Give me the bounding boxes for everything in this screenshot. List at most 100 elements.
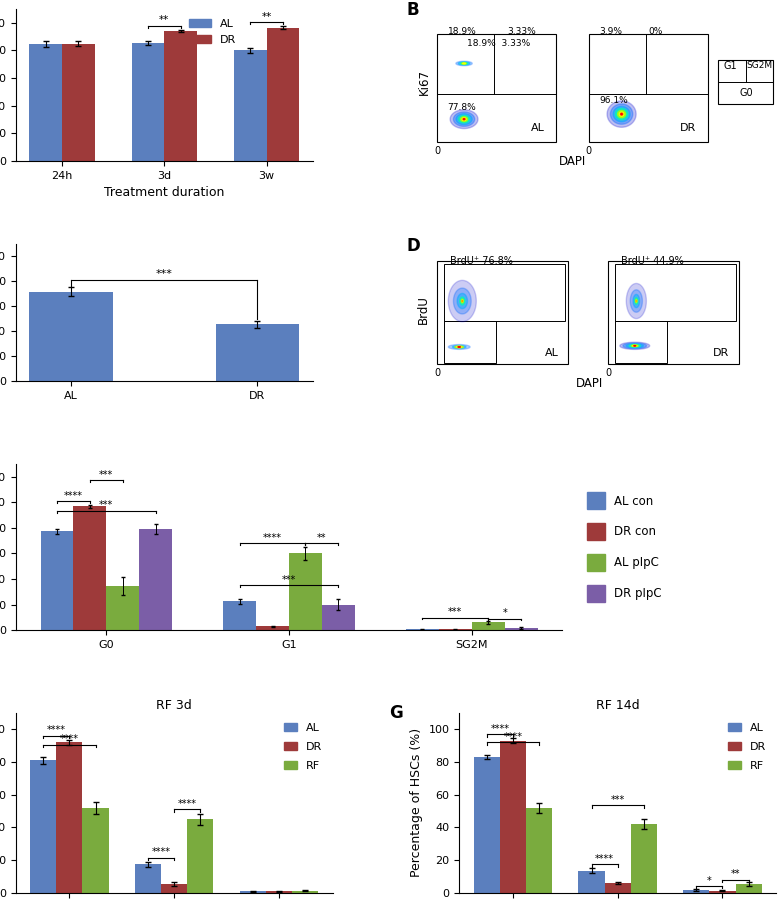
- Bar: [604, 883, 631, 893]
- Polygon shape: [463, 118, 465, 120]
- Polygon shape: [456, 61, 472, 66]
- Polygon shape: [633, 345, 637, 346]
- Polygon shape: [613, 106, 630, 122]
- FancyBboxPatch shape: [718, 60, 773, 104]
- Text: *: *: [707, 876, 712, 886]
- Polygon shape: [456, 114, 472, 124]
- Text: ****: ****: [490, 723, 510, 733]
- Bar: [161, 884, 187, 893]
- Polygon shape: [631, 345, 638, 346]
- Text: **: **: [318, 533, 327, 543]
- Bar: [710, 890, 735, 893]
- Text: AL: AL: [531, 123, 544, 133]
- Text: ****: ****: [64, 491, 83, 501]
- Polygon shape: [455, 346, 463, 348]
- Text: ***: ***: [156, 270, 172, 280]
- Bar: [74, 506, 107, 630]
- Polygon shape: [452, 345, 466, 348]
- Text: ***: ***: [611, 795, 625, 805]
- Bar: [526, 808, 552, 893]
- Text: Ki67: Ki67: [417, 69, 430, 95]
- Bar: [41, 531, 74, 630]
- Polygon shape: [630, 345, 641, 347]
- Text: ****: ****: [263, 533, 282, 543]
- Text: *: *: [503, 608, 507, 619]
- Text: B: B: [407, 2, 419, 20]
- Text: D: D: [407, 236, 421, 254]
- Polygon shape: [460, 116, 467, 122]
- Text: ****: ****: [503, 732, 522, 742]
- Bar: [266, 891, 292, 893]
- Bar: [735, 884, 762, 893]
- Y-axis label: Percentage of HSCs (%): Percentage of HSCs (%): [410, 728, 423, 878]
- Polygon shape: [611, 104, 633, 124]
- Polygon shape: [460, 62, 468, 65]
- Polygon shape: [621, 114, 622, 115]
- Legend: AL, DR, RF: AL, DR, RF: [280, 718, 327, 775]
- Bar: [579, 870, 604, 893]
- Bar: [82, 808, 109, 893]
- Text: ****: ****: [595, 854, 614, 864]
- Bar: [62, 43, 95, 161]
- Polygon shape: [459, 297, 465, 305]
- Text: **: **: [731, 870, 740, 879]
- Polygon shape: [618, 110, 626, 118]
- Polygon shape: [457, 346, 462, 347]
- Bar: [631, 824, 657, 893]
- Text: 0%: 0%: [648, 27, 662, 36]
- Title: RF 14d: RF 14d: [596, 699, 640, 712]
- Polygon shape: [450, 110, 478, 129]
- Bar: [472, 622, 505, 630]
- Polygon shape: [457, 293, 467, 308]
- FancyBboxPatch shape: [437, 34, 556, 142]
- Text: DAPI: DAPI: [576, 377, 604, 390]
- Bar: [29, 44, 62, 161]
- Text: 3.33%: 3.33%: [507, 27, 536, 36]
- Bar: [474, 757, 500, 893]
- Bar: [256, 626, 289, 630]
- Bar: [56, 742, 82, 893]
- Polygon shape: [453, 112, 474, 126]
- Polygon shape: [459, 115, 470, 123]
- Bar: [292, 890, 318, 893]
- Text: G0: G0: [739, 88, 753, 98]
- Text: ****: ****: [151, 848, 170, 858]
- Polygon shape: [615, 108, 628, 120]
- Polygon shape: [636, 299, 637, 303]
- Text: DAPI: DAPI: [559, 154, 586, 168]
- Legend: AL con, DR con, AL pIpC, DR pIpC: AL con, DR con, AL pIpC, DR pIpC: [586, 492, 662, 602]
- Polygon shape: [458, 62, 470, 65]
- Polygon shape: [453, 288, 471, 314]
- Bar: [107, 586, 140, 630]
- Bar: [165, 31, 197, 161]
- Polygon shape: [630, 290, 642, 312]
- Text: 0: 0: [434, 146, 441, 156]
- Polygon shape: [620, 342, 650, 349]
- Bar: [216, 325, 299, 382]
- Text: G: G: [390, 704, 403, 722]
- Bar: [187, 819, 213, 893]
- Text: **: **: [262, 12, 272, 22]
- Bar: [683, 889, 710, 893]
- FancyBboxPatch shape: [437, 261, 568, 364]
- Text: ***: ***: [282, 575, 296, 585]
- Text: 18.9%: 18.9%: [448, 27, 477, 36]
- Text: AL: AL: [545, 348, 559, 358]
- Text: ****: ****: [47, 725, 66, 735]
- Bar: [135, 864, 161, 893]
- Polygon shape: [619, 112, 624, 116]
- Bar: [240, 891, 266, 893]
- Text: BrdU⁺ 76.8%: BrdU⁺ 76.8%: [450, 255, 513, 266]
- Text: 96.1%: 96.1%: [599, 96, 628, 105]
- Bar: [30, 760, 56, 893]
- Text: ****: ****: [60, 734, 79, 744]
- Title: RF 3d: RF 3d: [156, 699, 192, 712]
- Text: 0: 0: [434, 368, 441, 378]
- Bar: [29, 292, 113, 382]
- Text: 77.8%: 77.8%: [448, 103, 477, 112]
- Polygon shape: [461, 299, 463, 303]
- Text: 18.9%  3.33%: 18.9% 3.33%: [467, 39, 530, 48]
- Polygon shape: [626, 283, 646, 318]
- Text: 0: 0: [586, 146, 592, 156]
- Text: **: **: [159, 15, 169, 25]
